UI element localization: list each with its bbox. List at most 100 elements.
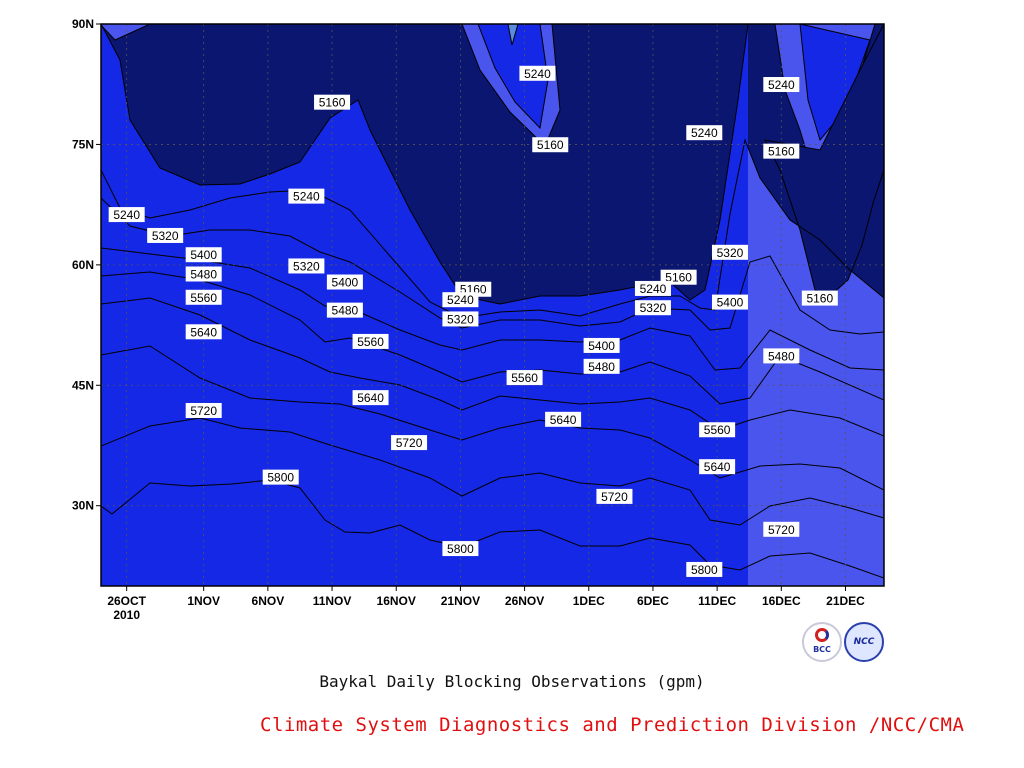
contour-label-box xyxy=(699,459,736,475)
contour-label: 5320 xyxy=(288,258,325,274)
contour-label-text: 5400 xyxy=(190,248,217,262)
contour-label-text: 5400 xyxy=(332,276,359,290)
contour-label: 5560 xyxy=(699,422,736,438)
contour-label: 5720 xyxy=(391,435,428,451)
contour-label-box xyxy=(506,370,543,386)
contour-label: 5560 xyxy=(352,333,389,349)
contour-label-box xyxy=(185,289,222,305)
contour-line xyxy=(101,297,884,437)
contour-label-text: 5320 xyxy=(293,259,320,273)
x-tick-label: 6DEC xyxy=(637,594,669,608)
contour-label: 5240 xyxy=(442,292,479,308)
x-tick-label: 21NOV xyxy=(441,594,480,608)
contour-label-box xyxy=(763,521,800,537)
contour-label-box xyxy=(352,390,389,406)
contour-label: 5320 xyxy=(634,300,671,316)
contour-label-text: 5400 xyxy=(717,296,744,310)
contour-label-box xyxy=(801,290,838,306)
contour-lines xyxy=(101,24,884,579)
ncc-logo: NCC xyxy=(844,622,884,662)
contour-label: 5640 xyxy=(699,459,736,475)
contour-label-text: 5560 xyxy=(190,291,217,305)
contour-label-box xyxy=(699,422,736,438)
contour-label: 5640 xyxy=(545,411,582,427)
bcc-logo: BCC xyxy=(802,622,842,662)
contour-label-text: 5640 xyxy=(190,325,217,339)
contour-label-box xyxy=(442,541,479,557)
contour-label-box xyxy=(711,244,748,260)
contour-label-box xyxy=(532,137,569,153)
x-tick-label: 1DEC xyxy=(573,594,605,608)
plot-frame xyxy=(100,23,885,587)
x-tick-label: 26NOV xyxy=(505,594,544,608)
contour-label-text: 5240 xyxy=(768,78,795,92)
contour-label: 5400 xyxy=(583,337,620,353)
contour-label: 5720 xyxy=(185,402,222,418)
contour-label: 5640 xyxy=(185,324,222,340)
contour-label: 5480 xyxy=(326,302,363,318)
contour-label: 5240 xyxy=(634,280,671,296)
y-tick-label: 45N xyxy=(72,378,94,392)
contour-label-text: 5320 xyxy=(447,312,474,326)
contour-line xyxy=(101,417,884,526)
contour-label-box xyxy=(583,358,620,374)
x-axis: 26OCT 1NOV 6NOV 11NOV 16NOV 21NOV 26NOV 1DEC 6DE… xyxy=(107,586,865,622)
contour-label-text: 5640 xyxy=(704,460,731,474)
contour-label: 5160 xyxy=(763,143,800,159)
contour-label: 5160 xyxy=(801,290,838,306)
contour-label-box xyxy=(711,294,748,310)
contour-label-text: 5160 xyxy=(768,145,795,159)
contour-label-box xyxy=(763,77,800,93)
contour-label: 5800 xyxy=(262,469,299,485)
contour-label: 5800 xyxy=(442,541,479,557)
contour-label: 5800 xyxy=(686,561,723,577)
contour-label-text: 5320 xyxy=(717,246,744,260)
contour-label-text: 5480 xyxy=(588,360,615,374)
contour-label: 5400 xyxy=(711,294,748,310)
contour-label-box xyxy=(763,348,800,364)
blocking-contour-chart: 5160524053205400548055605640572052405320… xyxy=(72,17,885,622)
contour-label-box xyxy=(634,300,671,316)
contour-label-box xyxy=(262,469,299,485)
x-tick-label: 21DEC xyxy=(826,594,865,608)
contour-label: 5560 xyxy=(185,289,222,305)
contour-label-box xyxy=(583,337,620,353)
contour-label: 5240 xyxy=(108,207,145,223)
contour-line xyxy=(101,24,749,305)
contour-label: 5480 xyxy=(185,266,222,282)
contour-label: 5480 xyxy=(583,358,620,374)
contour-label: 5240 xyxy=(288,188,325,204)
x-tick-label: 11NOV xyxy=(313,594,352,608)
contour-label-box xyxy=(288,258,325,274)
contour-label-text: 5800 xyxy=(447,542,474,556)
contour-label-text: 5480 xyxy=(768,349,795,363)
contour-labels: 5160524053205400548055605640572052405320… xyxy=(108,65,838,577)
contour-label: 5720 xyxy=(763,521,800,537)
contour-label: 5320 xyxy=(711,244,748,260)
contour-label-box xyxy=(763,143,800,159)
contour-label-text: 5720 xyxy=(768,523,795,537)
band-5160-5240 xyxy=(101,24,748,586)
contour-label-text: 5160 xyxy=(665,271,692,285)
contour-label-box xyxy=(326,302,363,318)
contour-label: 5240 xyxy=(763,77,800,93)
x-tick-label: 11DEC xyxy=(698,594,736,608)
contour-label: 5160 xyxy=(314,94,351,110)
contour-label: 5320 xyxy=(147,227,184,243)
x-tick-label: 6NOV xyxy=(252,594,285,608)
contour-label-text: 5800 xyxy=(267,471,294,485)
contour-label-text: 5480 xyxy=(190,267,217,281)
chart-title: Baykal Daily Blocking Observations (gpm) xyxy=(319,672,705,691)
contour-label-box xyxy=(686,125,723,141)
contour-line xyxy=(101,247,884,371)
contour-label-text: 5160 xyxy=(806,292,833,306)
contour-label-text: 5560 xyxy=(357,335,384,349)
ncc-logo-text: NCC xyxy=(853,637,875,647)
contour-label-box xyxy=(352,333,389,349)
contour-label-text: 5800 xyxy=(691,563,718,577)
contour-label-box xyxy=(442,311,479,327)
contour-label: 5560 xyxy=(506,370,543,386)
y-tick-label: 90N xyxy=(72,17,94,31)
contour-label-box xyxy=(108,207,145,223)
contour-line xyxy=(101,345,884,491)
